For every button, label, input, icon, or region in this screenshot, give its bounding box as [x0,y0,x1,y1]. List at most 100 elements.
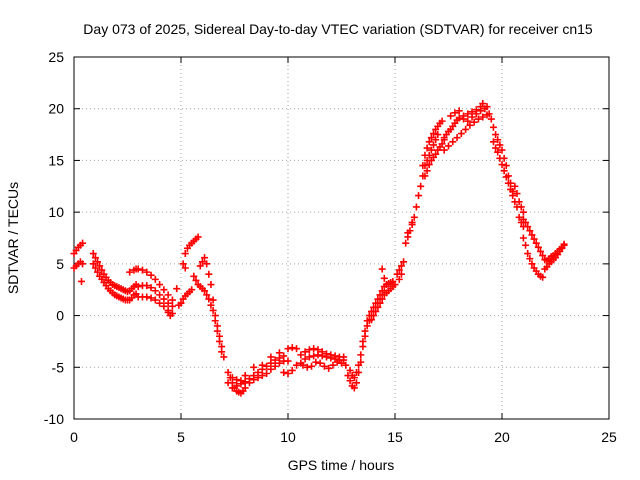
data-point [515,198,523,206]
data-point [98,266,106,274]
data-point [376,299,384,307]
data-point [472,110,480,118]
data-point [89,250,97,258]
data-point [502,162,510,170]
data-point [310,345,318,353]
data-point [293,345,301,353]
data-point [312,358,320,366]
data-point [425,161,433,169]
data-point [526,227,534,235]
data-point [524,250,532,258]
data-point [539,273,547,281]
data-point [267,359,275,367]
data-point [430,130,438,138]
data-point [216,332,224,340]
data-point [451,109,459,117]
data-point [147,284,155,292]
data-point [233,382,241,390]
y-tick-label: 10 [48,204,64,220]
data-point [509,192,517,200]
data-point [367,316,375,324]
x-tick-label: 5 [177,429,185,445]
data-point [299,361,307,369]
data-point [532,239,540,247]
data-point [412,203,420,211]
data-point [352,379,360,387]
data-point [511,182,519,190]
data-point [310,352,318,360]
data-point [258,361,266,369]
data-point [534,243,542,251]
data-point [263,369,271,377]
data-point [224,379,232,387]
data-point [464,117,472,125]
data-point [498,146,506,154]
x-tick-label: 10 [280,429,296,445]
data-point [254,368,262,376]
x-tick-label: 0 [70,429,78,445]
data-point [391,281,399,289]
data-point [198,258,206,266]
data-point [400,258,408,266]
data-point [419,162,427,170]
data-point [464,110,472,118]
data-point [340,353,348,361]
data-point [203,260,211,268]
x-axis-ticks: 0 5 10 15 20 25 [70,57,617,445]
data-point [378,287,386,295]
data-point [410,213,418,221]
data-point [485,110,493,118]
data-point [427,146,435,154]
data-point [395,275,403,283]
data-point [164,291,172,299]
data-point [432,150,440,158]
data-point [151,275,159,283]
data-point [329,361,337,369]
data-point [470,118,478,126]
data-point [160,295,168,303]
data-point [314,346,322,354]
data-point [138,266,146,274]
y-tick-label: -5 [52,359,65,375]
data-point [496,141,504,149]
data-point [395,266,403,274]
x-tick-label: 25 [601,429,617,445]
x-tick-label: 15 [387,429,403,445]
data-point [288,344,296,352]
data-point [507,185,515,193]
data-point [267,365,275,373]
data-point [143,293,151,301]
y-tick-label: 5 [56,256,64,272]
data-point [228,374,236,382]
data-point [357,351,365,359]
data-point [489,138,497,146]
data-point [500,167,508,175]
data-point [308,362,316,370]
data-point [258,372,266,380]
y-tick-label: 25 [48,49,64,65]
data-point [250,372,258,380]
data-point [156,299,164,307]
data-point [177,299,185,307]
data-point [352,368,360,376]
data-point [79,239,87,247]
plot-frame [73,56,610,420]
data-point [474,115,482,123]
data-point [194,233,202,241]
data-point [267,353,275,361]
data-point [447,112,455,120]
data-point [346,377,354,385]
data-point [192,276,200,284]
data-point [479,100,487,108]
data-point [245,375,253,383]
data-point [363,317,371,325]
data-point [455,107,463,115]
data-point [380,274,388,282]
data-point [522,218,530,226]
data-point [528,260,536,268]
data-point [143,268,151,276]
y-tick-label: 15 [48,152,64,168]
data-point [143,282,151,290]
data-point [284,369,292,377]
data-point [151,287,159,295]
